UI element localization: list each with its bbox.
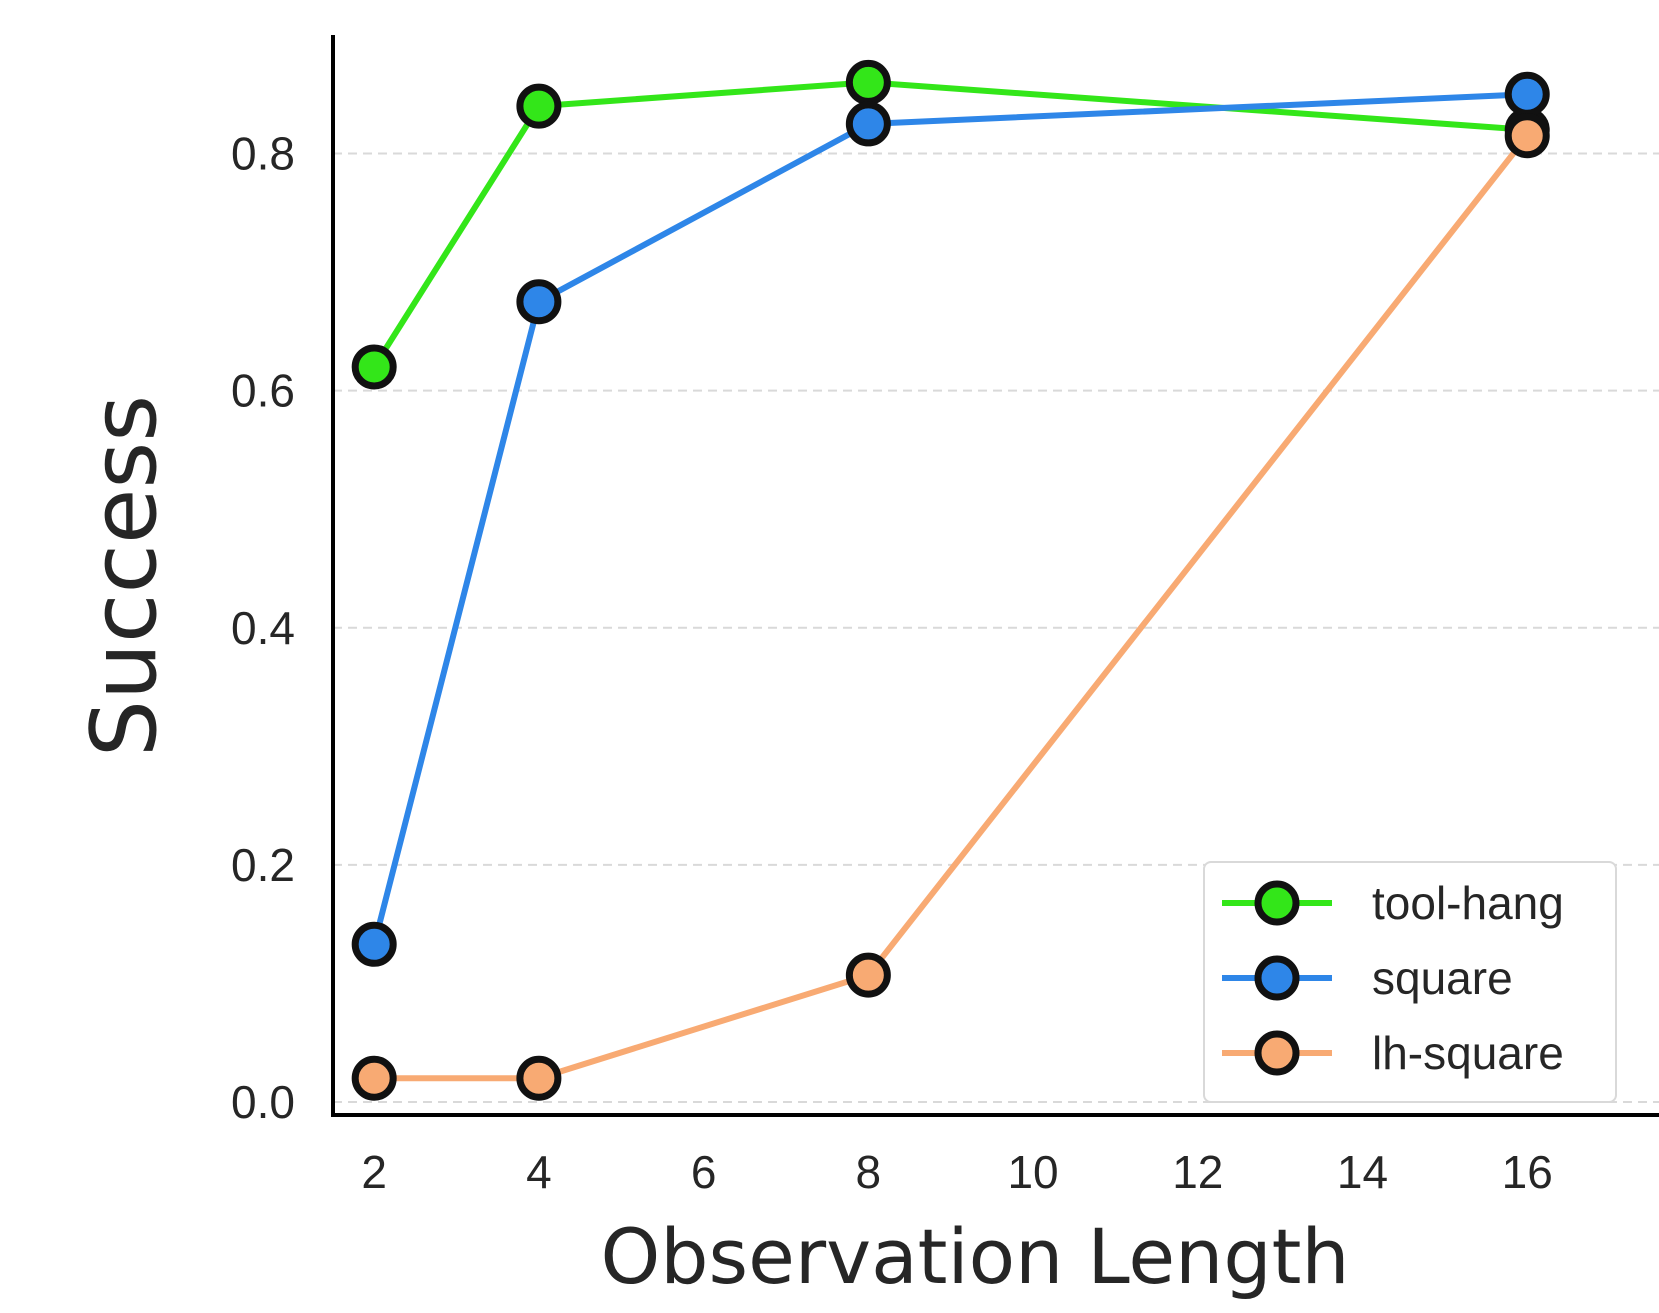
x-axis-title: Observation Length — [600, 1212, 1349, 1301]
y-tick-label: 0.2 — [231, 839, 295, 891]
x-tick-label: 4 — [526, 1146, 552, 1198]
x-tick-label: 2 — [361, 1146, 387, 1198]
data-point-lh-square — [351, 1055, 397, 1101]
legend-label: square — [1372, 952, 1513, 1004]
legend-item-square: square — [1222, 952, 1513, 1004]
y-tick-label: 0.8 — [231, 128, 295, 180]
data-point-square — [516, 279, 562, 325]
legend-marker-swatch — [1254, 1030, 1300, 1076]
y-tick-label: 0.4 — [231, 602, 295, 654]
legend-label: tool-hang — [1372, 877, 1564, 929]
y-axis-title: Success — [72, 395, 177, 757]
y-tick-labels: 0.0 0.2 0.4 0.6 0.8 — [231, 128, 295, 1128]
legend-marker-swatch — [1254, 955, 1300, 1001]
data-point-lh-square — [845, 952, 891, 998]
x-tick-label: 10 — [1007, 1146, 1058, 1198]
data-point-lh-square — [516, 1055, 562, 1101]
series-line-square — [371, 91, 1531, 948]
data-point-tool-hang — [516, 83, 562, 129]
legend-item-tool-hang: tool-hang — [1222, 877, 1564, 929]
series-line-lh-square — [371, 132, 1531, 1082]
legend-item-lh-square: lh-square — [1222, 1027, 1564, 1079]
x-tick-labels: 2 4 6 8 10 12 14 16 — [361, 1146, 1552, 1198]
data-point-tool-hang — [845, 59, 891, 105]
gridlines — [333, 152, 1659, 1103]
legend: tool-hang square lh-square — [1203, 861, 1617, 1103]
data-point-square — [845, 101, 891, 147]
data-point-tool-hang — [351, 344, 397, 390]
data-point-square — [1504, 71, 1550, 117]
x-tick-label: 6 — [691, 1146, 717, 1198]
y-tick-label: 0.6 — [231, 365, 295, 417]
x-tick-label: 12 — [1172, 1146, 1223, 1198]
x-tick-label: 8 — [856, 1146, 882, 1198]
legend-marker-swatch — [1254, 880, 1300, 926]
legend-label: lh-square — [1372, 1027, 1564, 1079]
x-tick-label: 16 — [1502, 1146, 1553, 1198]
legend-frame — [1203, 861, 1617, 1103]
y-tick-label: 0.0 — [231, 1076, 295, 1128]
x-tick-label: 14 — [1337, 1146, 1388, 1198]
data-point-square — [351, 921, 397, 967]
data-point-lh-square — [1504, 113, 1550, 159]
series-group — [351, 59, 1550, 1101]
